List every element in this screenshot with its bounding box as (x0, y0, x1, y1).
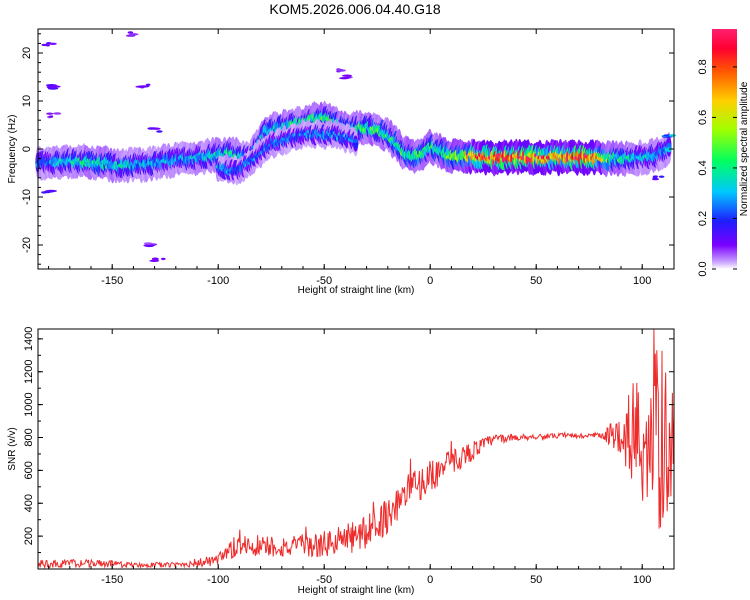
spectrogram-feature (668, 134, 677, 137)
snr-x-tick-label: 100 (633, 574, 651, 586)
snr-y-tick-label: 600 (23, 461, 35, 479)
spectrogram-y-tick-label: -10 (21, 189, 33, 205)
spectrogram-feature (144, 244, 155, 248)
spectrogram-feature (48, 42, 57, 45)
colorbar-gradient (712, 29, 737, 269)
spectrogram-feature (652, 176, 658, 179)
spectrogram-feature (147, 127, 155, 130)
spectrogram-y-tick-label: 10 (21, 95, 33, 107)
snr-y-tick-label: 1400 (23, 327, 35, 351)
snr-y-tick-label: 1200 (23, 359, 35, 383)
colorbar: 0.0 0.2 0.4 0.6 0.8 Normalized spectral ampl… (697, 29, 750, 277)
snr-x-tick-label: 50 (530, 574, 542, 586)
spectrogram-feature (161, 257, 166, 261)
snr-series-line (37, 328, 675, 570)
snr-x-tick-label: 0 (427, 574, 433, 586)
spectrogram-feature (50, 85, 61, 88)
spectrogram-feature (127, 31, 134, 34)
snr-y-ticks: 200 400 600 800 1000 1200 1400 (23, 327, 674, 554)
spectrogram-feature (143, 242, 153, 245)
spectrogram-x-ticks: -150 -100 -50 0 50 100 (48, 29, 664, 287)
spectrogram-feature (135, 85, 147, 88)
spectrogram-x-tick-label: -100 (207, 275, 229, 287)
spectrogram-feature (45, 189, 57, 193)
snr-y-axis-label: SNR (v/v) (7, 427, 18, 470)
colorbar-tick-label: 0.4 (697, 160, 709, 175)
spectrogram-feature (49, 115, 54, 118)
snr-y-tick-label: 200 (23, 527, 35, 545)
spectrogram-y-ticks: -20 -10 0 10 20 (21, 33, 674, 265)
colorbar-tick-label: 0.0 (697, 261, 709, 276)
snr-panel: -150 -100 -50 0 50 100 200 400 600 800 1000 1200 14… (7, 327, 675, 596)
spectrogram-feature (129, 33, 139, 36)
spectrogram-x-tick-label: 50 (530, 275, 542, 287)
spectrogram-feature (46, 112, 54, 115)
spectrogram-marks (35, 31, 677, 262)
spectrogram-y-axis-label: Frequency (Hz) (7, 115, 18, 184)
snr-x-tick-label: -150 (101, 574, 123, 586)
spectrogram-feature (339, 77, 350, 80)
spectrogram-feature (336, 69, 346, 72)
spectrogram-feature (658, 175, 665, 178)
spectrogram-feature (151, 257, 159, 260)
spectrogram-y-tick-label: 20 (21, 47, 33, 59)
colorbar-tick-label: 0.8 (697, 59, 709, 74)
colorbar-ticks: 0.0 0.2 0.4 0.6 0.8 (697, 59, 737, 277)
spectrogram-feature (145, 83, 151, 87)
spectrogram-x-tick-label: 100 (633, 275, 651, 287)
spectrogram-x-tick-label: 0 (427, 275, 433, 287)
colorbar-tick-label: 0.6 (697, 110, 709, 125)
spectrogram-cell (666, 147, 672, 153)
snr-x-axis-label: Height of straight line (km) (298, 585, 415, 596)
spectrogram-feature (152, 127, 161, 130)
snr-frame (37, 328, 675, 570)
chart-title: KOM5.2026.006.04.40.G18 (269, 1, 440, 17)
snr-y-tick-label: 1000 (23, 392, 35, 416)
snr-y-tick-label: 400 (23, 494, 35, 512)
colorbar-tick-label: 0.2 (697, 211, 709, 226)
spectrogram-x-tick-label: -50 (316, 275, 332, 287)
spectrogram-y-tick-label: 0 (21, 146, 33, 152)
spectrogram-x-tick-label: -150 (101, 275, 123, 287)
snr-x-tick-label: -50 (316, 574, 332, 586)
spectrogram-feature (45, 44, 50, 47)
spectrogram-x-axis-label: Height of straight line (km) (298, 285, 415, 296)
spectrogram-y-tick-label: -20 (21, 237, 33, 253)
snr-x-tick-label: -100 (207, 574, 229, 586)
spectrogram-feature (156, 130, 163, 133)
snr-x-ticks: -150 -100 -50 0 50 100 (48, 329, 664, 586)
spectrogram-feature (53, 112, 62, 115)
snr-y-tick-label: 800 (23, 428, 35, 446)
colorbar-label: Normalized spectral amplitude (739, 81, 750, 216)
spectrogram-feature (149, 259, 160, 262)
spectrogram-cell (353, 139, 359, 143)
snr-marks (37, 328, 675, 570)
